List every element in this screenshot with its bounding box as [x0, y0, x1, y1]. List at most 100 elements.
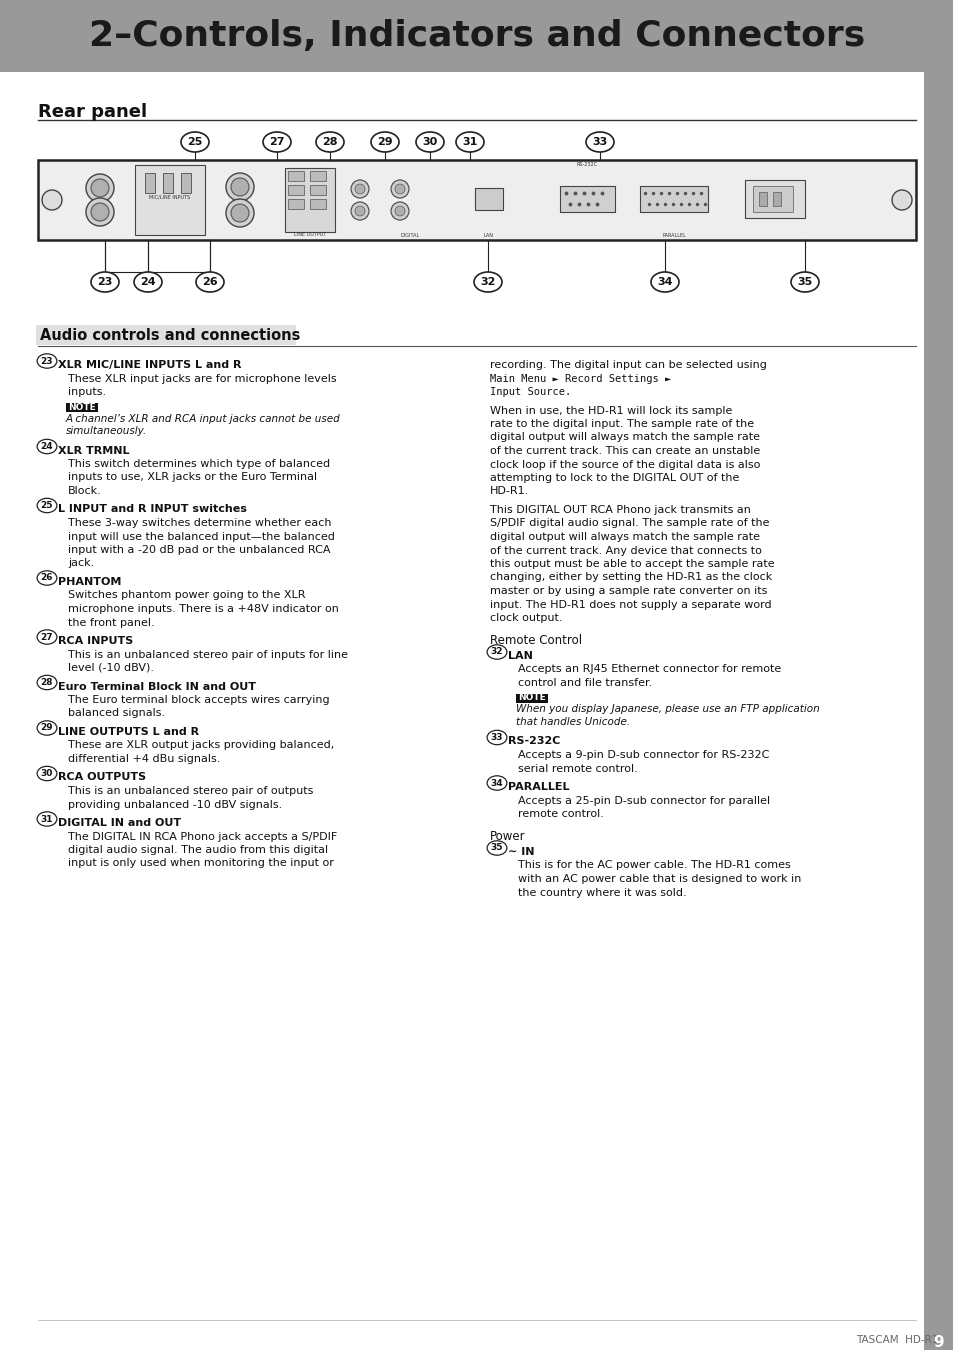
Text: rate to the digital input. The sample rate of the: rate to the digital input. The sample ra… — [490, 418, 753, 429]
FancyBboxPatch shape — [0, 0, 953, 72]
Text: master or by using a sample rate converter on its: master or by using a sample rate convert… — [490, 586, 766, 595]
Text: 25: 25 — [187, 136, 202, 147]
Text: RS-232C: RS-232C — [507, 737, 559, 747]
Circle shape — [355, 184, 365, 194]
FancyBboxPatch shape — [744, 180, 804, 217]
Circle shape — [46, 194, 58, 207]
Text: 31: 31 — [462, 136, 477, 147]
FancyBboxPatch shape — [559, 186, 615, 212]
Circle shape — [395, 207, 405, 216]
Text: this output must be able to accept the sample rate: this output must be able to accept the s… — [490, 559, 774, 568]
Text: This is an unbalanced stereo pair of outputs: This is an unbalanced stereo pair of out… — [68, 786, 313, 796]
FancyBboxPatch shape — [288, 185, 304, 194]
Text: 9: 9 — [933, 1335, 943, 1350]
Circle shape — [391, 180, 409, 198]
FancyBboxPatch shape — [66, 402, 98, 412]
Text: 25: 25 — [41, 501, 53, 510]
Ellipse shape — [263, 132, 291, 153]
FancyBboxPatch shape — [639, 186, 707, 212]
Text: of the current track. Any device that connects to: of the current track. Any device that co… — [490, 545, 761, 555]
Ellipse shape — [416, 132, 443, 153]
Text: TASCAM  HD-R1: TASCAM HD-R1 — [855, 1335, 938, 1345]
Text: Rear panel: Rear panel — [38, 103, 147, 122]
Text: balanced signals.: balanced signals. — [68, 709, 165, 718]
Text: This switch determines which type of balanced: This switch determines which type of bal… — [68, 459, 330, 468]
FancyBboxPatch shape — [752, 186, 792, 212]
Text: 23: 23 — [41, 356, 53, 366]
Text: LAN: LAN — [483, 234, 494, 238]
Circle shape — [91, 202, 109, 221]
Circle shape — [226, 173, 253, 201]
FancyBboxPatch shape — [288, 198, 304, 209]
Text: input will use the balanced input—the balanced: input will use the balanced input—the ba… — [68, 532, 335, 541]
Text: Accepts an RJ45 Ethernet connector for remote: Accepts an RJ45 Ethernet connector for r… — [517, 664, 781, 675]
Ellipse shape — [37, 721, 57, 736]
FancyBboxPatch shape — [310, 198, 326, 209]
Text: Euro Terminal Block IN and OUT: Euro Terminal Block IN and OUT — [58, 682, 255, 691]
Text: Remote Control: Remote Control — [490, 634, 581, 648]
Text: 2–Controls, Indicators and Connectors: 2–Controls, Indicators and Connectors — [89, 19, 864, 53]
Ellipse shape — [650, 271, 679, 292]
Text: changing, either by setting the HD-R1 as the clock: changing, either by setting the HD-R1 as… — [490, 572, 771, 582]
Text: input is only used when monitoring the input or: input is only used when monitoring the i… — [68, 859, 334, 868]
Text: clock loop if the source of the digital data is also: clock loop if the source of the digital … — [490, 459, 760, 470]
Text: 28: 28 — [322, 136, 337, 147]
Text: 33: 33 — [490, 733, 503, 743]
Text: These 3-way switches determine whether each: These 3-way switches determine whether e… — [68, 518, 331, 528]
Ellipse shape — [585, 132, 614, 153]
Ellipse shape — [487, 776, 506, 790]
Text: remote control.: remote control. — [517, 809, 603, 819]
FancyBboxPatch shape — [772, 192, 781, 207]
Ellipse shape — [315, 132, 344, 153]
FancyBboxPatch shape — [516, 694, 547, 702]
Text: digital audio signal. The audio from this digital: digital audio signal. The audio from thi… — [68, 845, 328, 855]
Text: When in use, the HD-R1 will lock its sample: When in use, the HD-R1 will lock its sam… — [490, 405, 732, 416]
FancyBboxPatch shape — [135, 165, 205, 235]
Text: 29: 29 — [41, 724, 53, 733]
Text: Main Menu ► Record Settings ►: Main Menu ► Record Settings ► — [490, 374, 671, 383]
Text: A channel’s XLR and RCA input jacks cannot be used: A channel’s XLR and RCA input jacks cann… — [66, 413, 340, 424]
Text: differential +4 dBu signals.: differential +4 dBu signals. — [68, 755, 220, 764]
Text: 26: 26 — [41, 574, 53, 582]
Text: Accepts a 25-pin D-sub connector for parallel: Accepts a 25-pin D-sub connector for par… — [517, 795, 769, 806]
Circle shape — [351, 202, 369, 220]
Text: Input Source.: Input Source. — [490, 387, 571, 397]
Circle shape — [42, 190, 62, 211]
Text: Accepts a 9-pin D-sub connector for RS-232C: Accepts a 9-pin D-sub connector for RS-2… — [517, 751, 768, 760]
Circle shape — [395, 184, 405, 194]
Ellipse shape — [37, 439, 57, 454]
Text: These are XLR output jacks providing balanced,: These are XLR output jacks providing bal… — [68, 741, 334, 751]
Text: 32: 32 — [490, 648, 503, 656]
Ellipse shape — [487, 730, 506, 745]
Circle shape — [91, 180, 109, 197]
Text: Switches phantom power going to the XLR: Switches phantom power going to the XLR — [68, 590, 305, 601]
Text: the country where it was sold.: the country where it was sold. — [517, 887, 686, 898]
Text: 30: 30 — [422, 136, 437, 147]
Text: DIGITAL: DIGITAL — [400, 234, 419, 238]
FancyBboxPatch shape — [475, 188, 502, 211]
Circle shape — [231, 204, 249, 221]
FancyBboxPatch shape — [181, 173, 191, 193]
Text: providing unbalanced -10 dBV signals.: providing unbalanced -10 dBV signals. — [68, 799, 282, 810]
Text: This is for the AC power cable. The HD-R1 comes: This is for the AC power cable. The HD-R… — [517, 860, 790, 871]
Ellipse shape — [195, 271, 224, 292]
Text: XLR TRMNL: XLR TRMNL — [58, 446, 130, 455]
Text: 34: 34 — [490, 779, 503, 787]
Circle shape — [391, 202, 409, 220]
Ellipse shape — [37, 571, 57, 585]
Text: microphone inputs. There is a +48V indicator on: microphone inputs. There is a +48V indic… — [68, 603, 338, 614]
Text: 33: 33 — [592, 136, 607, 147]
FancyBboxPatch shape — [288, 171, 304, 181]
Text: ∼ IN: ∼ IN — [507, 846, 534, 857]
Text: 35: 35 — [797, 277, 812, 288]
Ellipse shape — [37, 498, 57, 513]
Text: digital output will always match the sample rate: digital output will always match the sam… — [490, 432, 760, 443]
Text: This DIGITAL OUT RCA Phono jack transmits an: This DIGITAL OUT RCA Phono jack transmit… — [490, 505, 750, 514]
Circle shape — [86, 174, 113, 202]
Text: digital output will always match the sample rate: digital output will always match the sam… — [490, 532, 760, 541]
FancyBboxPatch shape — [38, 161, 915, 240]
Text: input. The HD-R1 does not supply a separate word: input. The HD-R1 does not supply a separ… — [490, 599, 771, 609]
Text: serial remote control.: serial remote control. — [517, 764, 638, 774]
Circle shape — [86, 198, 113, 225]
Text: jack.: jack. — [68, 559, 94, 568]
